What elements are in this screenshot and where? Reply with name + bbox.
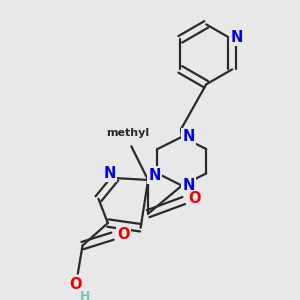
Text: O: O xyxy=(118,227,130,242)
Text: N: N xyxy=(148,168,161,183)
Text: O: O xyxy=(69,278,81,292)
Text: N: N xyxy=(231,30,243,45)
Text: methyl: methyl xyxy=(106,128,149,138)
Text: N: N xyxy=(103,166,116,181)
Text: O: O xyxy=(189,191,201,206)
Text: N: N xyxy=(182,129,195,144)
Text: N: N xyxy=(182,178,195,193)
Text: H: H xyxy=(80,290,91,300)
